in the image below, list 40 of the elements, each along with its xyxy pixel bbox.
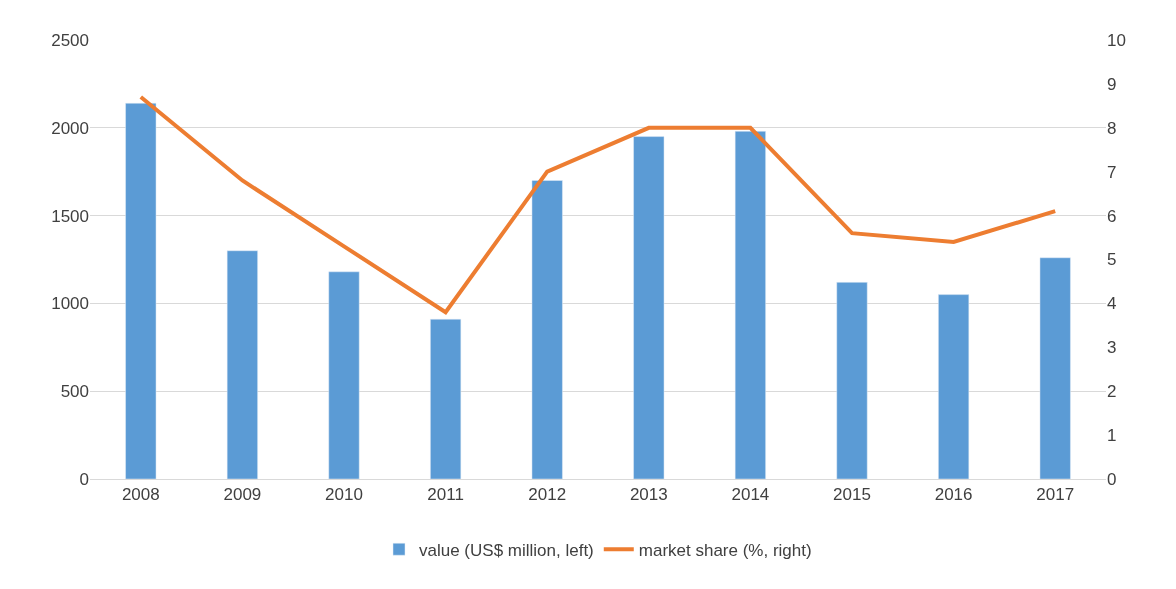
x-tick-label: 2011	[427, 485, 464, 505]
y2-tick-label: 0	[1107, 469, 1117, 489]
y-tick-label: 500	[60, 382, 89, 402]
legend-label: value (US$ million, left)	[419, 540, 594, 560]
bar	[633, 136, 665, 479]
x-tick-label: 2010	[325, 485, 363, 505]
bar	[430, 318, 462, 479]
y2-tick-label: 8	[1107, 118, 1117, 138]
y2-tick-label: 1	[1107, 426, 1117, 446]
bar	[1039, 257, 1071, 479]
x-tick-label: 2016	[934, 485, 973, 505]
y2-tick-label: 10	[1107, 30, 1126, 50]
y2-tick-label: 5	[1107, 250, 1117, 270]
bar	[531, 180, 563, 479]
bar	[125, 102, 157, 479]
x-tick-label: 2015	[833, 485, 871, 505]
x-tick-label: 2014	[731, 485, 770, 505]
y-tick-label: 2000	[51, 118, 89, 138]
y2-tick-label: 3	[1107, 338, 1117, 358]
x-tick-label: 2012	[528, 485, 567, 505]
y2-tick-label: 7	[1107, 162, 1117, 182]
bar	[836, 282, 868, 479]
bar	[938, 294, 970, 479]
x-tick-label: 2013	[629, 485, 668, 505]
legend-label: market share (%, right)	[638, 540, 812, 560]
y-tick-label: 1000	[51, 294, 89, 314]
y-tick-label: 0	[79, 469, 89, 489]
y2-tick-label: 2	[1107, 382, 1117, 402]
x-tick-label: 2008	[121, 485, 160, 505]
y2-tick-label: 9	[1107, 74, 1117, 94]
bar	[734, 131, 766, 479]
x-tick-label: 2017	[1036, 485, 1075, 505]
x-tick-label: 2009	[223, 485, 262, 505]
bar	[226, 250, 258, 479]
y2-tick-label: 6	[1107, 206, 1117, 226]
y-tick-label: 2500	[51, 30, 89, 50]
y-tick-label: 1500	[51, 206, 89, 226]
bar	[328, 271, 360, 479]
line-series	[138, 95, 1058, 315]
y2-tick-label: 4	[1107, 294, 1117, 314]
